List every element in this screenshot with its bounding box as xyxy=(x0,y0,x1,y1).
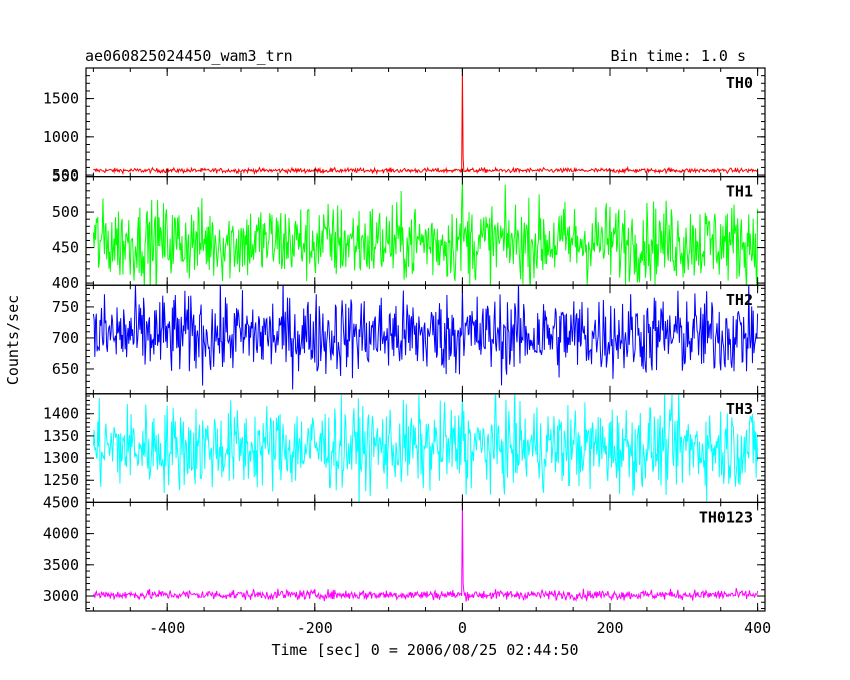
y-tick-label: 4000 xyxy=(43,525,79,543)
x-tick-label: 200 xyxy=(596,619,623,637)
y-tick-label: 4500 xyxy=(43,493,79,511)
panel-label: TH1 xyxy=(726,183,753,201)
series-line-th2 xyxy=(92,285,759,390)
panel-label: TH2 xyxy=(726,291,753,309)
y-tick-label: 1400 xyxy=(43,405,79,423)
panel-label: TH0123 xyxy=(699,508,753,526)
series-line-th0 xyxy=(93,68,759,176)
y-tick-label: 700 xyxy=(52,329,79,347)
y-tick-label: 3500 xyxy=(43,556,79,574)
series-line-th0123 xyxy=(92,502,759,602)
y-tick-label: 1300 xyxy=(43,449,79,467)
y-tick-label: 650 xyxy=(52,360,79,378)
x-tick-label: -400 xyxy=(149,619,185,637)
y-tick-label: 500 xyxy=(52,203,79,221)
y-tick-label: 550 xyxy=(52,168,79,186)
y-tick-label: 450 xyxy=(52,239,79,257)
chart-title: ae060825024450_wam3_trn xyxy=(85,47,293,65)
x-tick-label: 400 xyxy=(744,619,771,637)
y-tick-label: 500 xyxy=(52,166,79,184)
y-tick-label: 1350 xyxy=(43,427,79,445)
y-tick-label: 400 xyxy=(52,274,79,292)
series-line-th1 xyxy=(92,180,759,286)
panel-th3: 1250 1300 1350 1400 TH3 xyxy=(43,393,766,503)
y-tick-label: 1250 xyxy=(43,471,79,489)
panel-frame xyxy=(85,67,766,178)
panel-th0123: 3000 3500 4000 4500 TH0123 xyxy=(43,493,766,612)
y-axis-label: Counts/sec xyxy=(4,295,22,385)
panel-th2: 650 700 750 TH2 xyxy=(52,284,766,395)
x-tick-label: -200 xyxy=(297,619,333,637)
x-tick-label: 0 xyxy=(458,619,467,637)
y-tick-label: 1000 xyxy=(43,128,79,146)
y-tick-label: 3000 xyxy=(43,587,79,605)
y-tick-label: 1500 xyxy=(43,90,79,108)
y-tick-label: 750 xyxy=(52,298,79,316)
panel-label: TH0 xyxy=(726,74,753,92)
panel-th0: 500 1000 1500 TH0 xyxy=(43,67,766,184)
series-line-th3 xyxy=(92,393,759,503)
x-axis-label: Time [sec] 0 = 2006/08/25 02:44:50 xyxy=(271,641,578,659)
panel-label: TH3 xyxy=(726,400,753,418)
bin-time-label: Bin time: 1.0 s xyxy=(611,47,746,65)
